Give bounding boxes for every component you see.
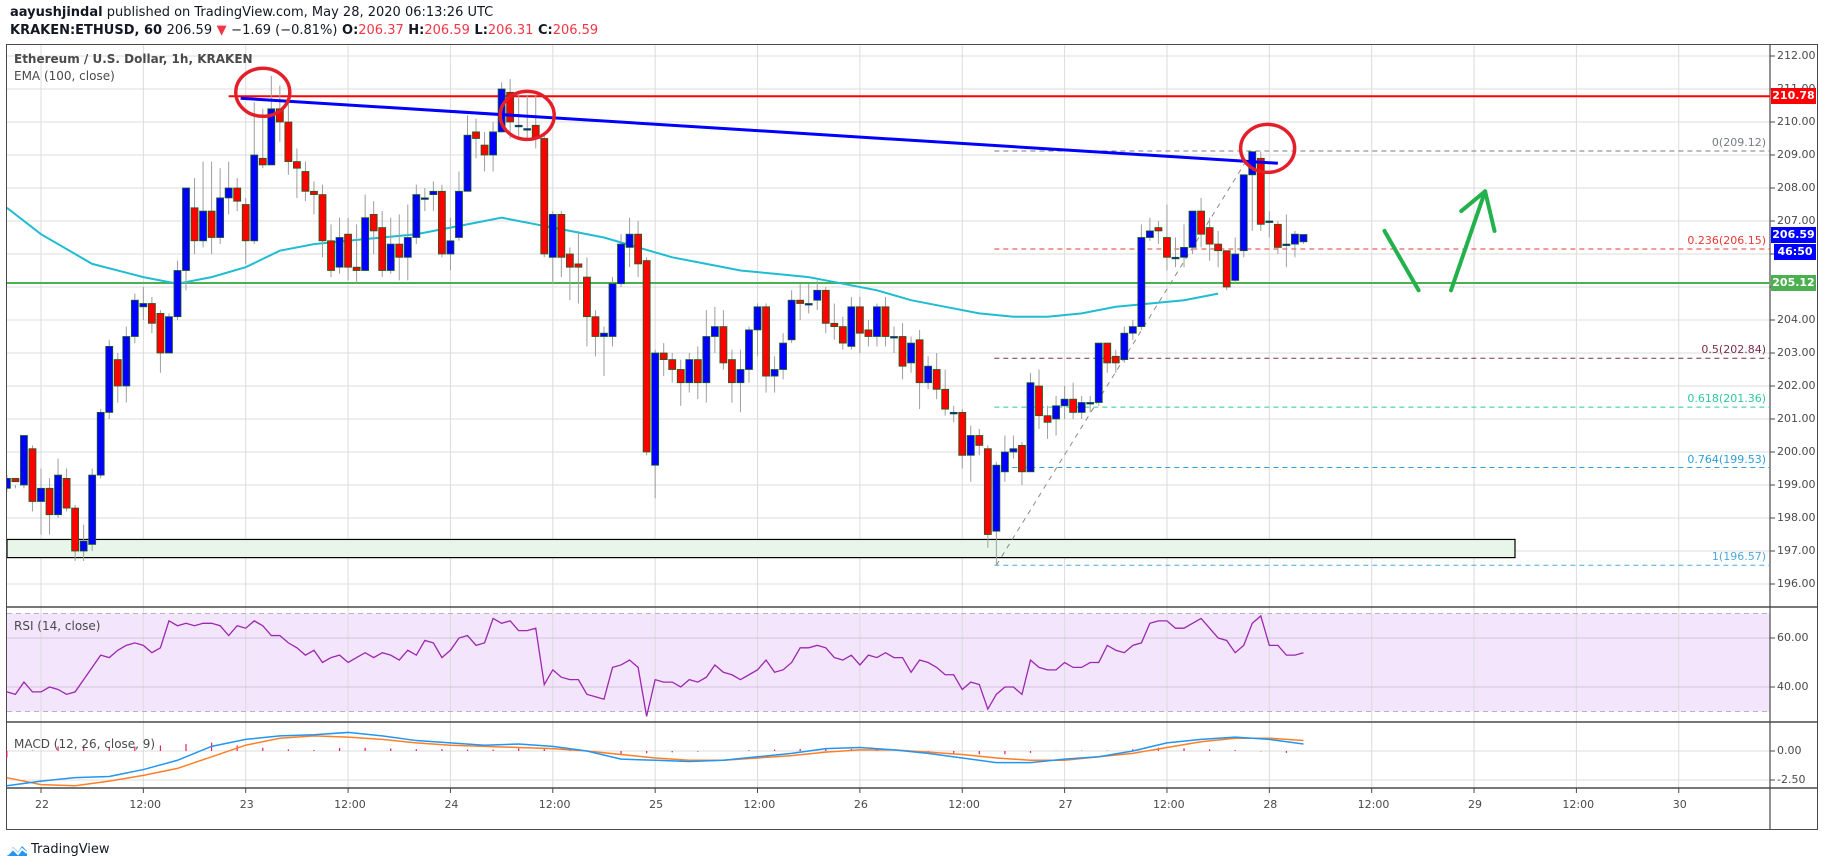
high-value: 206.59 — [424, 23, 470, 38]
axis-tick-label: 12:00 — [1562, 798, 1595, 811]
axis-tick-label: 199.00 — [1777, 478, 1816, 491]
last-price-tag: 206.59 — [1771, 226, 1816, 243]
fib-level-label: 0(209.12) — [1711, 136, 1766, 150]
axis-tick-label: 27 — [1058, 798, 1073, 811]
tradingview-logo[interactable]: TradingView — [6, 842, 110, 857]
axis-tick-label: 24 — [444, 798, 459, 811]
axis-tick-label: -2.50 — [1777, 773, 1806, 786]
support-price-tag: 205.12 — [1771, 275, 1816, 292]
axis-tick-label: 198.00 — [1777, 511, 1816, 524]
price-change: −1.69 (−0.81%) — [231, 23, 338, 38]
axis-tick-label: 12:00 — [1357, 798, 1390, 811]
fib-level-label: 0.764(199.53) — [1687, 452, 1766, 466]
axis-tick-label: 12:00 — [948, 798, 980, 811]
author-name[interactable]: aayushjindal — [10, 5, 103, 20]
axis-tick-label: 210.00 — [1777, 115, 1816, 128]
close-value: 206.59 — [552, 23, 599, 38]
publish-info: aayushjindal published on TradingView.co… — [10, 5, 493, 20]
axis-tick-label: 0.00 — [1777, 744, 1802, 757]
down-arrow-icon: ▼ — [216, 23, 227, 38]
fib-level-label: 0.618(201.36) — [1687, 392, 1766, 406]
chart-legend-title: Ethereum / U.S. Dollar, 1h, KRAKEN — [14, 52, 253, 66]
axis-tick-label: 207.00 — [1777, 214, 1816, 227]
axis-tick-label: 22 — [35, 798, 49, 811]
low-value: 206.31 — [487, 23, 534, 38]
axis-tick-label: 25 — [649, 798, 664, 811]
symbol-info: KRAKEN:ETHUSD, 60 206.59 ▼ −1.69 (−0.81%… — [10, 23, 598, 38]
axis-tick-label: 202.00 — [1777, 379, 1816, 392]
countdown-tag: 46:50 — [1774, 243, 1816, 260]
axis-tick-label: 12:00 — [1152, 798, 1185, 811]
brand-name: TradingView — [31, 842, 110, 857]
close-label: C: — [537, 23, 553, 38]
axis-tick-label: 29 — [1468, 798, 1483, 811]
axis-tick-label: 201.00 — [1777, 412, 1816, 425]
fib-level-label: 0.5(202.84) — [1701, 343, 1766, 357]
axis-tick-label: 208.00 — [1777, 181, 1816, 194]
symbol: KRAKEN:ETHUSD, 60 — [10, 23, 163, 38]
resistance-price-tag: 210.78 — [1771, 88, 1816, 105]
axis-tick-label: 12:00 — [538, 798, 571, 811]
axis-tick-label: 196.00 — [1777, 577, 1816, 590]
tradingview-logo-icon — [6, 845, 28, 856]
published-text: published on TradingView.com, May 28, 20… — [106, 5, 494, 20]
chart-frame — [6, 44, 1818, 830]
axis-tick-label: 23 — [239, 798, 254, 811]
axis-tick-label: 197.00 — [1777, 544, 1816, 557]
axis-tick-label: 12:00 — [334, 798, 366, 811]
axis-tick-label: 12:00 — [129, 798, 162, 811]
axis-tick-label: 12:00 — [743, 798, 776, 811]
open-value: 206.37 — [358, 23, 404, 38]
axis-tick-label: 204.00 — [1777, 313, 1816, 326]
ema-legend[interactable]: EMA (100, close) — [14, 69, 115, 83]
rsi-legend[interactable]: RSI (14, close) — [14, 619, 101, 633]
high-label: H: — [408, 23, 425, 38]
macd-legend[interactable]: MACD (12, 26, close, 9) — [14, 737, 156, 751]
axis-tick-label: 203.00 — [1777, 346, 1816, 359]
fib-level-label: 1(196.57) — [1711, 550, 1766, 564]
axis-tick-label: 26 — [853, 798, 868, 811]
axis-tick-label: 209.00 — [1777, 148, 1816, 161]
axis-tick-label: 200.00 — [1777, 445, 1816, 458]
axis-tick-label: 60.00 — [1777, 631, 1809, 644]
axis-tick-label: 28 — [1263, 798, 1278, 811]
open-label: O: — [342, 23, 359, 38]
fib-level-label: 0.236(206.15) — [1687, 234, 1766, 248]
low-label: L: — [474, 23, 488, 38]
last-price: 206.59 — [166, 23, 213, 38]
axis-tick-label: 40.00 — [1777, 680, 1809, 693]
axis-tick-label: 212.00 — [1777, 49, 1816, 62]
axis-tick-label: 30 — [1672, 798, 1687, 811]
